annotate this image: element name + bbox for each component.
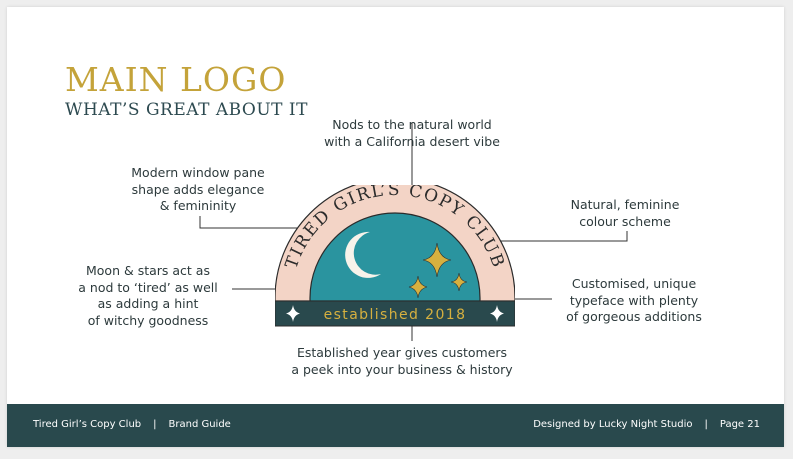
slide: MAIN LOGO WHAT’S GREAT ABOUT IT TIRED GI… [7,7,784,447]
note-colour: Natural, feminine colour scheme [570,197,680,229]
note-typeface: Customised, unique typeface with plenty … [566,276,702,324]
logo-inner-arch [309,212,481,302]
footer-doc-title: Brand Guide [168,419,231,430]
callout-line-window-pane [199,216,305,229]
star-icon [408,275,428,299]
note-moon: Moon & stars act as a nod to ‘tired’ as … [78,263,218,328]
established-text: established 2018 [324,307,467,323]
footer-separator: | [704,419,708,430]
footer-brand: Tired Girl’s Copy Club [33,419,142,430]
sparkle-icon [490,305,504,322]
footer-separator: | [153,419,157,430]
page-subtitle: WHAT’S GREAT ABOUT IT [65,100,308,120]
footer-designer: Designed by Lucky Night Studio [533,419,693,430]
star-icon [450,272,468,292]
moon-icon [345,231,381,278]
footer-left: Tired Girl’s Copy Club | Brand Guide [33,419,231,430]
tired-girls-logo: TIRED GIRL’S COPY CLUB established 2018 [275,185,515,327]
page-title: MAIN LOGO [65,60,287,99]
footer: Tired Girl’s Copy Club | Brand Guide Desig… [7,404,784,447]
note-window-pane: Modern window pane shape adds elegance &… [131,165,265,213]
sparkle-icon [286,305,300,322]
page-number: Page 21 [719,419,760,430]
star-icon [422,242,452,278]
callout-line-colour [495,231,628,242]
note-natural-world: Nods to the natural world with a Califor… [324,117,500,149]
note-established: Established year gives customers a peek … [291,345,513,377]
footer-right: Designed by Lucky Night Studio | Page 21 [533,419,760,430]
established-banner [275,300,515,327]
